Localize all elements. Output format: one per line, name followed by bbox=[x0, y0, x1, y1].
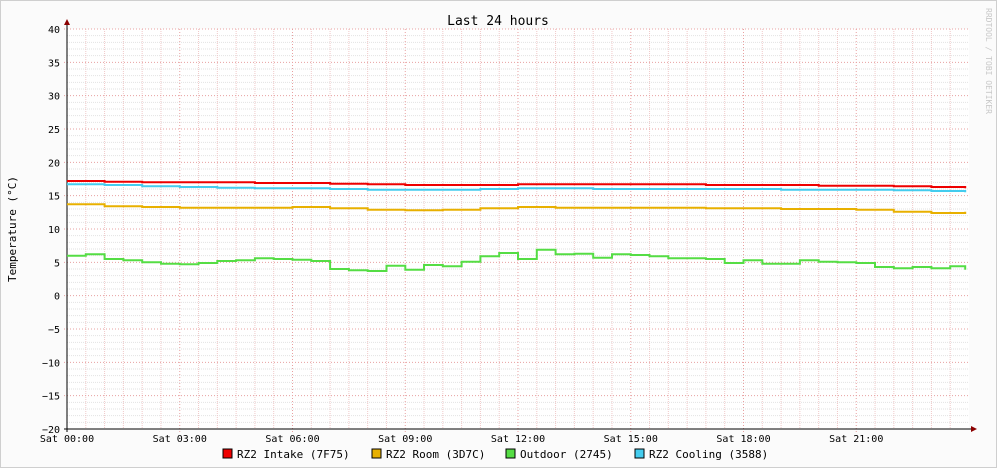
axes bbox=[64, 19, 977, 432]
legend: RZ2 Intake (7F75) RZ2 Room (3D7C) Outdoor … bbox=[222, 448, 768, 461]
legend-swatch bbox=[505, 448, 516, 459]
y-tick-label: 0 bbox=[54, 292, 60, 303]
x-tick-label: Sat 15:00 bbox=[604, 434, 658, 445]
watermark: RRDTOOL / TOBI OETIKER bbox=[984, 8, 993, 114]
series-line-4 bbox=[67, 183, 967, 193]
y-tick-label: 10 bbox=[48, 225, 60, 236]
y-tick-label: 5 bbox=[54, 258, 60, 269]
legend-swatch bbox=[371, 448, 382, 459]
x-tick-label: Sat 03:00 bbox=[153, 434, 207, 445]
chart-title: Last 24 hours bbox=[447, 14, 549, 29]
legend-item: RZ2 Cooling (3588) bbox=[634, 448, 768, 461]
x-tick-label: Sat 00:00 bbox=[40, 434, 94, 445]
legend-item: RZ2 Intake (7F75) bbox=[222, 448, 350, 461]
x-tick-label: Sat 09:00 bbox=[378, 434, 432, 445]
y-tick-label: 40 bbox=[48, 25, 60, 36]
y-tick-label: 20 bbox=[48, 158, 60, 169]
series-line-1 bbox=[67, 180, 967, 189]
y-tick-label: 30 bbox=[48, 92, 60, 103]
series-line-3 bbox=[67, 248, 967, 272]
y-tick-label: 35 bbox=[48, 58, 60, 69]
y-tick-label: −10 bbox=[42, 358, 60, 369]
legend-swatch bbox=[222, 448, 233, 459]
legend-item: Outdoor (2745) bbox=[505, 448, 613, 461]
legend-label: RZ2 Intake (7F75) bbox=[237, 448, 350, 461]
y-tick-label: −5 bbox=[48, 325, 60, 336]
series-layer bbox=[67, 180, 967, 272]
legend-label: RZ2 Cooling (3588) bbox=[649, 448, 768, 461]
x-axis-arrow bbox=[971, 426, 977, 432]
y-tick-label: 25 bbox=[48, 125, 60, 136]
y-tick-label: −20 bbox=[42, 425, 60, 436]
legend-swatch bbox=[634, 448, 645, 459]
legend-label: RZ2 Room (3D7C) bbox=[386, 448, 485, 461]
legend-label: Outdoor (2745) bbox=[520, 448, 613, 461]
y-axis-label: Temperature (°C) bbox=[6, 176, 19, 282]
legend-item: RZ2 Room (3D7C) bbox=[371, 448, 485, 461]
y-axis-arrow bbox=[64, 19, 70, 25]
x-tick-label: Sat 06:00 bbox=[265, 434, 319, 445]
x-tick-label: Sat 18:00 bbox=[716, 434, 770, 445]
series-line-2 bbox=[67, 203, 967, 214]
y-tick-label: 15 bbox=[48, 192, 60, 203]
x-tick-label: Sat 21:00 bbox=[829, 434, 883, 445]
y-tick-label: −15 bbox=[42, 392, 60, 403]
x-tick-label: Sat 12:00 bbox=[491, 434, 545, 445]
